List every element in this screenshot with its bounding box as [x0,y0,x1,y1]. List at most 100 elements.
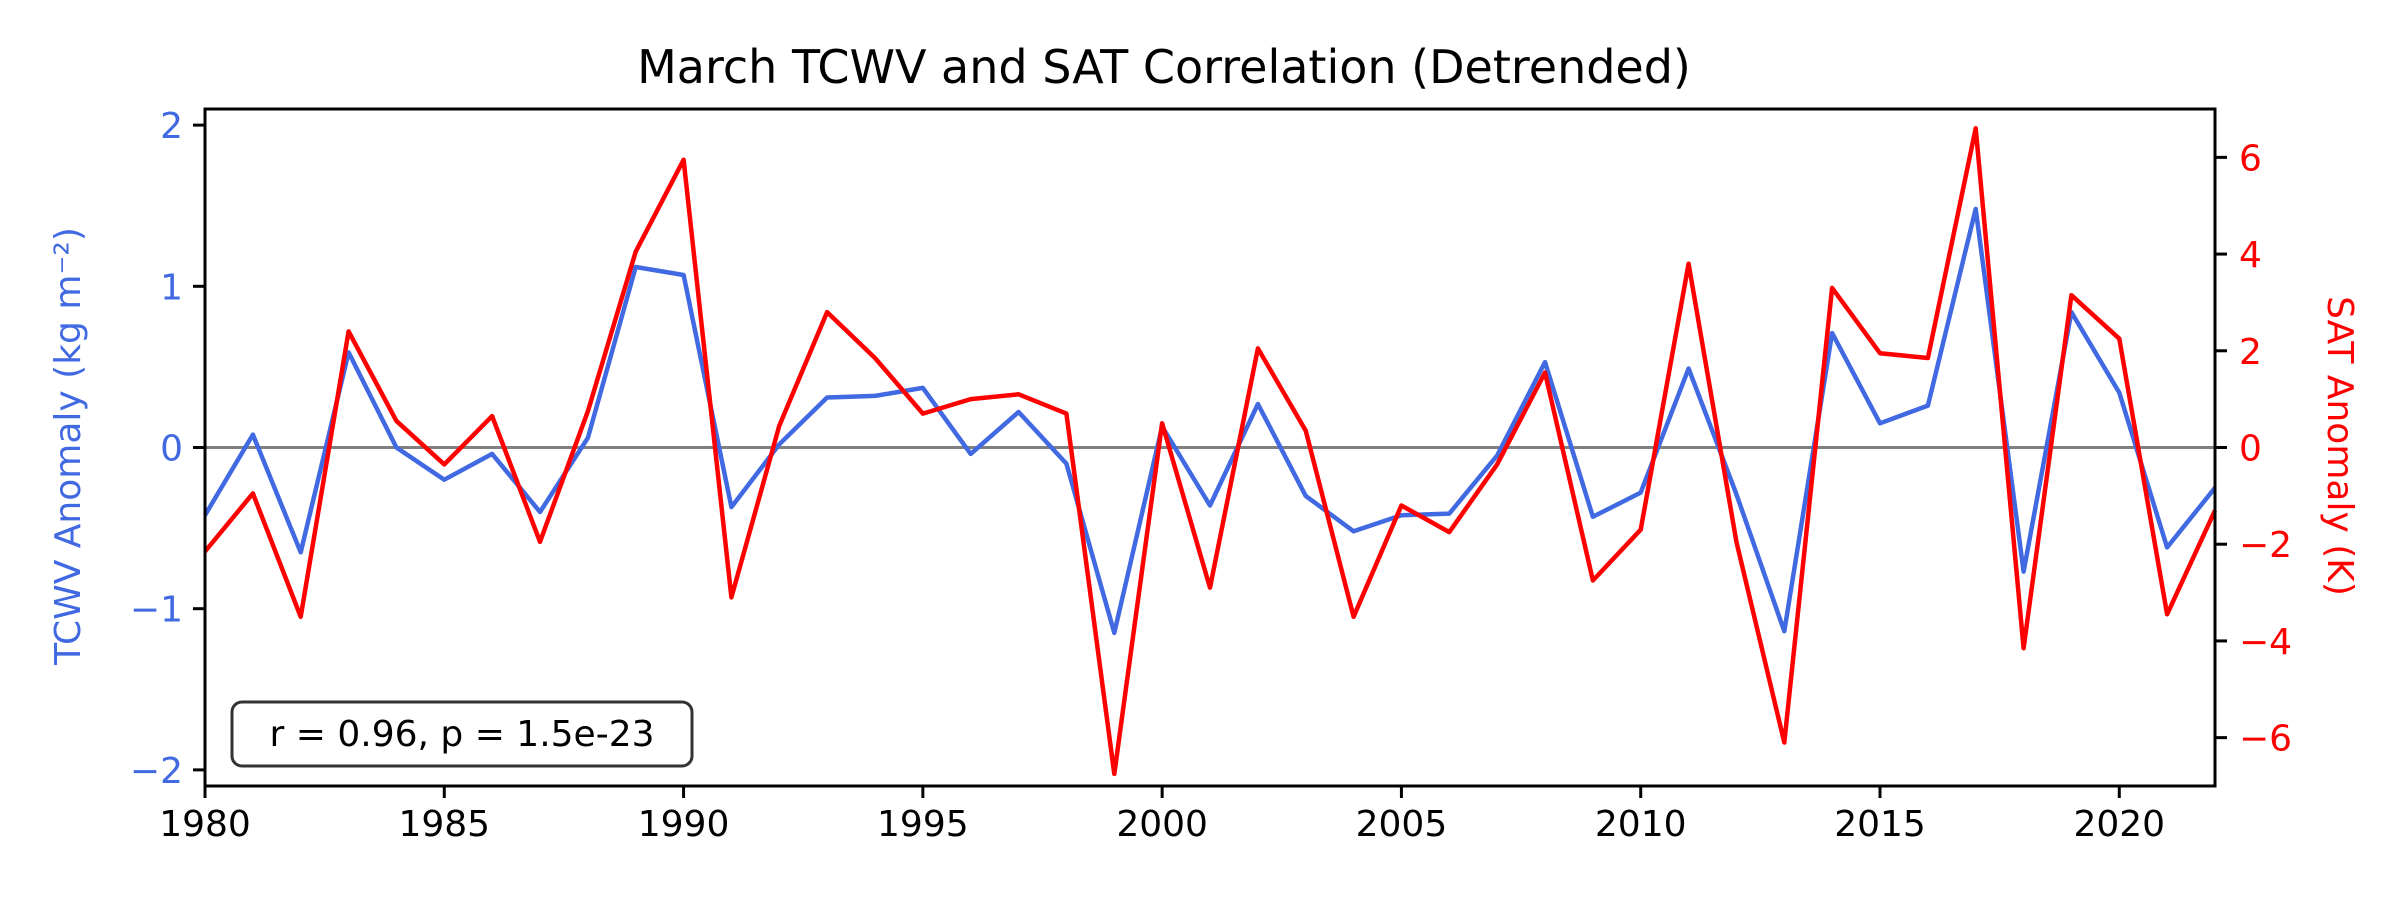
data-point-tcwv-1996 [968,451,973,456]
data-point-sat-2016 [1925,356,1930,361]
y-axis-label-right: SAT Anomaly (K) [2319,296,2360,596]
data-point-sat-1991 [729,595,734,600]
y-left-tick-label-0: 2 [160,106,183,147]
x-tick-label-2010: 2010 [1595,804,1687,845]
data-point-sat-2006 [1447,530,1452,535]
data-point-tcwv-2002 [1255,402,1260,407]
data-point-sat-2019 [2069,293,2074,298]
data-point-tcwv-1987 [538,510,543,515]
data-point-tcwv-2013 [1782,629,1787,634]
data-point-sat-1989 [633,249,638,254]
x-tick-label-1995: 1995 [877,804,969,845]
data-point-tcwv-2011 [1686,366,1691,371]
data-point-sat-2014 [1830,285,1835,290]
data-point-tcwv-1998 [1064,461,1069,466]
data-point-tcwv-2004 [1351,529,1356,534]
annotation-box: r = 0.96, p = 1.5e-23 [230,700,694,768]
y-right-tick-label-3: 0 [2239,429,2262,470]
data-point-sat-2021 [2165,612,2170,617]
x-tick-label-1980: 1980 [159,804,251,845]
data-point-sat-2007 [1495,462,1500,467]
y-left-tick-label-2: 0 [160,429,183,470]
data-point-tcwv-2015 [1878,421,1883,426]
y-right-tick-label-2: 2 [2239,332,2262,373]
data-point-sat-2015 [1878,351,1883,356]
data-point-tcwv-2006 [1447,511,1452,516]
data-point-tcwv-1999 [1112,630,1117,635]
y-right-tick-label-5: −4 [2239,622,2292,663]
data-point-sat-1981 [250,491,255,496]
data-point-sat-2012 [1734,539,1739,544]
data-point-tcwv-1991 [729,505,734,510]
data-point-sat-1990 [681,157,686,162]
y-right-tick-label-4: −2 [2239,525,2292,566]
data-point-sat-2005 [1399,503,1404,508]
series-line-tcwv [203,206,2217,636]
data-point-sat-1993 [825,310,830,315]
data-point-tcwv-2021 [2165,545,2170,550]
data-point-sat-1992 [777,423,782,428]
data-point-sat-1988 [585,409,590,414]
series-line-sat [203,126,2218,777]
data-point-sat-2002 [1255,346,1260,351]
x-tick-label-1990: 1990 [638,804,730,845]
data-point-sat-2009 [1590,578,1595,583]
data-point-tcwv-2001 [1208,503,1213,508]
data-point-sat-1982 [298,614,303,619]
data-point-sat-1987 [538,539,543,544]
data-point-tcwv-2003 [1303,493,1308,498]
data-point-sat-1986 [490,414,495,419]
y-left-tick-label-3: −1 [130,590,183,631]
data-point-tcwv-1984 [394,445,399,450]
data-point-sat-2013 [1782,740,1787,745]
data-point-tcwv-2012 [1734,492,1739,497]
data-point-tcwv-1997 [1016,410,1021,415]
data-point-sat-1994 [873,356,878,361]
data-point-sat-1997 [1016,392,1021,397]
data-point-tcwv-1986 [490,451,495,456]
data-point-sat-2003 [1303,428,1308,433]
annotation-text: r = 0.96, p = 1.5e-23 [270,714,655,755]
x-tick-label-2020: 2020 [2073,804,2165,845]
data-point-tcwv-1995 [920,385,925,390]
data-point-tcwv-2008 [1543,360,1548,365]
data-point-tcwv-1985 [442,477,447,482]
y-right-tick-label-0: 6 [2239,138,2262,179]
data-point-sat-2001 [1208,585,1213,590]
y-left-tick-label-1: 1 [160,267,183,308]
data-point-tcwv-2014 [1830,331,1835,336]
data-point-tcwv-1981 [250,432,255,437]
data-point-sat-2000 [1160,421,1165,426]
data-point-sat-1996 [968,397,973,402]
y-axis-label-left: TCWV Anomaly (kg m⁻²) [48,227,89,666]
data-point-sat-1999 [1112,771,1117,776]
data-point-sat-2018 [2021,646,2026,651]
data-point-tcwv-2018 [2021,569,2026,574]
data-point-sat-2004 [1351,614,1356,619]
data-point-tcwv-1988 [585,435,590,440]
data-point-sat-1998 [1064,411,1069,416]
x-tick-label-1985: 1985 [398,804,490,845]
plot-area: 1980 1985 1990 1995 2000 2005 2010 2015 2020 2 1 0 −… [130,106,2292,845]
data-point-tcwv-2020 [2117,390,2122,395]
data-point-tcwv-1990 [681,273,686,278]
y-right-tick-label-1: 4 [2239,235,2262,276]
chart-title: March TCWV and SAT Correlation (Detrende… [637,40,1691,94]
x-tick-label-2015: 2015 [1834,804,1926,845]
x-tick-label-2005: 2005 [1356,804,1448,845]
data-point-sat-2011 [1686,261,1691,266]
data-point-tcwv-2017 [1973,206,1978,211]
y-left-tick-label-4: −2 [130,751,183,792]
data-point-tcwv-2016 [1925,403,1930,408]
data-point-sat-1983 [346,329,351,334]
data-point-tcwv-1993 [825,395,830,400]
data-point-sat-2008 [1543,370,1548,375]
data-point-tcwv-1994 [873,393,878,398]
y-right-tick-label-6: −6 [2239,719,2292,760]
x-tick-label-2000: 2000 [1116,804,1208,845]
data-point-sat-1995 [920,411,925,416]
data-point-sat-1984 [394,418,399,423]
data-point-tcwv-2010 [1638,490,1643,495]
data-point-sat-2010 [1638,527,1643,532]
